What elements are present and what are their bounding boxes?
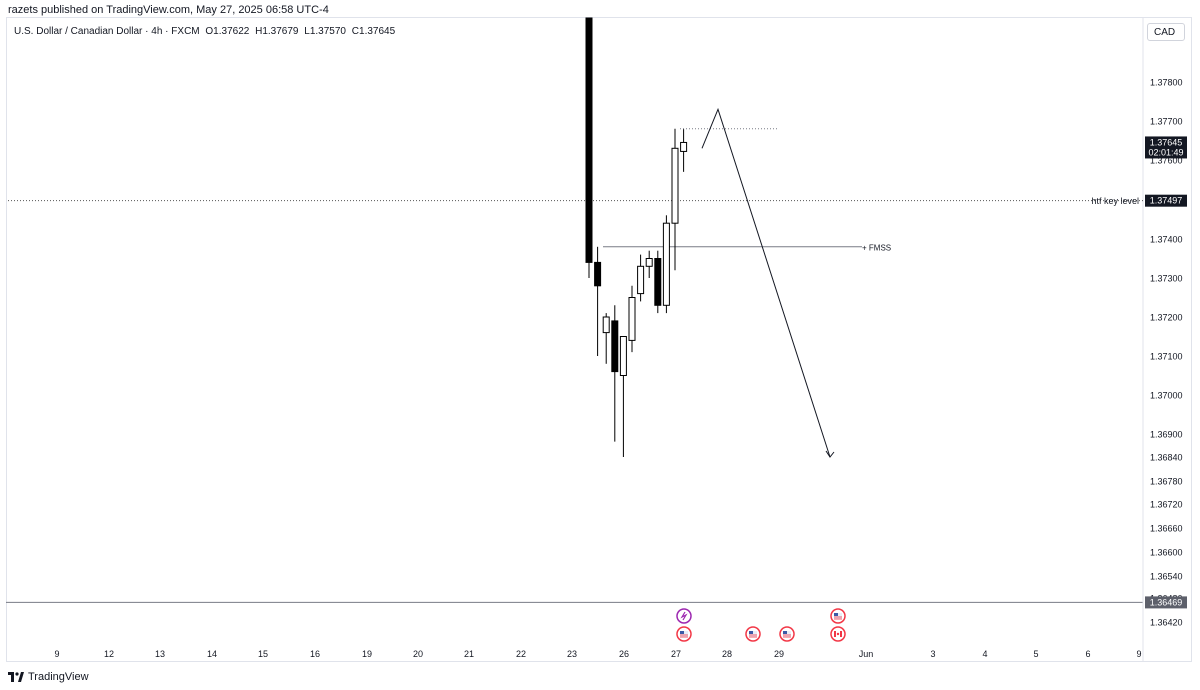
high-value: H1.37679 [255,26,299,37]
flag-canton [834,613,838,616]
price-badge-label: 1.36469 [1150,597,1183,607]
candle-body [628,297,636,341]
x-tick-label: 9 [54,649,59,659]
x-tick-label: 22 [516,649,526,659]
countdown-label: 02:01:49 [1148,147,1183,157]
candle-body [654,258,662,306]
x-tick-label: 19 [362,649,372,659]
candle-body [671,147,679,224]
y-tick-label: 1.36540 [1150,572,1183,582]
published-line: razets published on TradingView.com, May… [8,4,329,16]
y-tick-label: 1.36780 [1150,477,1183,487]
flag-canton [680,631,684,634]
projection-path [701,107,831,458]
y-tick-label: 1.37300 [1150,274,1183,284]
x-tick-label: 12 [104,649,114,659]
x-tick-label: 27 [671,649,681,659]
candle-body [637,265,645,295]
footer-brand: TradingView [28,671,89,683]
candle-body [662,222,670,306]
htf-key-level-label: htf key level [1091,196,1139,206]
currency-button[interactable]: CAD [1147,23,1185,41]
candle-body [602,316,610,334]
lightning-glyph [680,611,688,621]
x-tick-label: 23 [567,649,577,659]
x-tick-label: 6 [1085,649,1090,659]
y-tick-label: 1.37200 [1150,313,1183,323]
x-tick-label: 20 [413,649,423,659]
y-tick-label: 1.36660 [1150,524,1183,534]
candle-body [645,258,653,267]
price-badge [1145,136,1187,159]
y-tick-label: 1.37100 [1150,352,1183,362]
x-tick-label: 29 [774,649,784,659]
fmss-label: + FMSS [862,243,891,252]
x-tick-label: 16 [310,649,320,659]
x-tick-label: 4 [982,649,987,659]
x-tick-label: 21 [464,649,474,659]
flag-band [834,631,836,637]
flag-canton [749,631,753,634]
x-tick-label: 13 [155,649,165,659]
candle-body [611,320,619,373]
flag-canton [783,631,787,634]
footer: TradingView [8,671,89,683]
price-badge-label: 1.37645 [1150,137,1183,147]
y-tick-label: 1.37800 [1150,78,1183,88]
candle-body [619,336,627,376]
candle-body [680,141,688,152]
y-tick-label: 1.37000 [1150,391,1183,401]
x-tick-label: 9 [1136,649,1141,659]
y-tick-label: 1.36900 [1150,430,1183,440]
chart-frame [6,17,1192,662]
x-tick-label: 14 [207,649,217,659]
symbol-legend: U.S. Dollar / Canadian Dollar · 4h · FXC… [14,26,398,37]
flag-band [840,631,842,637]
x-tick-label: 3 [930,649,935,659]
x-tick-label: Jun [859,649,874,659]
price-badge-label: 1.37497 [1150,196,1183,206]
x-tick-label: 28 [722,649,732,659]
close-value: C1.37645 [351,26,396,37]
maple-leaf [836,632,840,636]
low-value: L1.37570 [304,26,346,37]
y-tick-label: 1.36720 [1150,500,1183,510]
price-badge [1145,596,1187,609]
price-badge [1145,194,1187,207]
y-tick-label: 1.36600 [1150,548,1183,558]
symbol-name[interactable]: U.S. Dollar / Canadian Dollar · 4h · FXC… [14,26,200,37]
open-value: O1.37622 [205,26,250,37]
x-tick-label: 15 [258,649,268,659]
tradingview-logo-icon [8,672,24,682]
y-tick-label: 1.37400 [1150,235,1183,245]
y-tick-label: 1.37600 [1150,156,1183,166]
y-tick-label: 1.37700 [1150,117,1183,127]
x-tick-label: 5 [1033,649,1038,659]
candle-body [594,261,602,287]
x-tick-label: 26 [619,649,629,659]
candle-body [585,17,593,263]
y-tick-label: 1.36840 [1150,453,1183,463]
projection-arrowhead [825,450,835,458]
y-tick-label: 1.36420 [1150,618,1183,628]
